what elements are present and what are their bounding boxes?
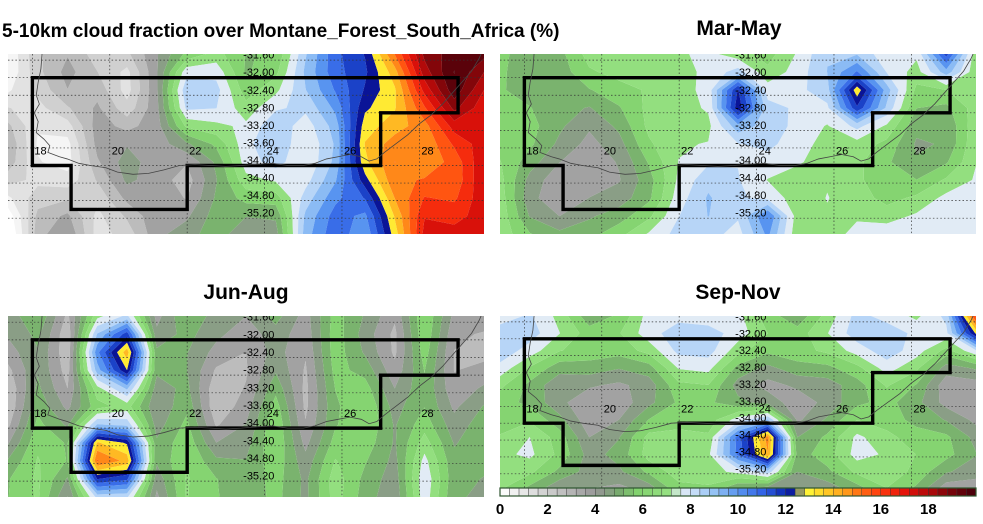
svg-text:18: 18 <box>34 408 46 420</box>
svg-text:28: 28 <box>421 146 433 158</box>
svg-text:22: 22 <box>681 404 693 416</box>
svg-text:20: 20 <box>112 146 124 158</box>
svg-text:-31.60: -31.60 <box>735 316 766 323</box>
svg-text:-35.20: -35.20 <box>735 463 766 475</box>
svg-text:8: 8 <box>686 501 694 518</box>
svg-text:-32.80: -32.80 <box>243 365 274 377</box>
svg-text:18: 18 <box>526 146 538 158</box>
svg-text:-33.60: -33.60 <box>243 137 274 149</box>
svg-text:16: 16 <box>872 501 889 518</box>
svg-text:-34.80: -34.80 <box>735 446 766 458</box>
svg-text:14: 14 <box>825 501 842 518</box>
svg-text:-33.60: -33.60 <box>243 400 274 412</box>
svg-text:-34.80: -34.80 <box>243 453 274 465</box>
svg-text:-33.60: -33.60 <box>735 137 766 149</box>
svg-text:2: 2 <box>543 501 551 518</box>
svg-text:0: 0 <box>496 501 504 518</box>
svg-text:-35.20: -35.20 <box>243 471 274 483</box>
svg-text:-32.40: -32.40 <box>735 345 766 357</box>
svg-text:-34.40: -34.40 <box>243 173 274 185</box>
svg-text:-31.60: -31.60 <box>243 316 274 324</box>
svg-text:-33.60: -33.60 <box>735 396 766 408</box>
svg-text:28: 28 <box>913 146 925 158</box>
svg-text:-32.80: -32.80 <box>735 362 766 374</box>
svg-text:10: 10 <box>730 501 747 518</box>
svg-text:-33.20: -33.20 <box>243 120 274 132</box>
svg-text:20: 20 <box>604 404 616 416</box>
svg-text:22: 22 <box>189 146 201 158</box>
svg-text:18: 18 <box>526 404 538 416</box>
svg-text:-34.80: -34.80 <box>243 190 274 202</box>
svg-text:-32.80: -32.80 <box>735 102 766 114</box>
svg-text:-33.20: -33.20 <box>735 120 766 132</box>
svg-text:4: 4 <box>591 501 600 518</box>
svg-text:-35.20: -35.20 <box>735 208 766 220</box>
svg-text:-35.20: -35.20 <box>243 208 274 220</box>
svg-text:6: 6 <box>639 501 647 518</box>
svg-text:-34.80: -34.80 <box>735 190 766 202</box>
svg-text:28: 28 <box>421 408 433 420</box>
svg-text:22: 22 <box>681 146 693 158</box>
svg-text:-33.20: -33.20 <box>735 379 766 391</box>
svg-text:22: 22 <box>189 408 201 420</box>
svg-text:-32.40: -32.40 <box>243 85 274 97</box>
svg-text:-32.80: -32.80 <box>243 102 274 114</box>
svg-text:-32.40: -32.40 <box>243 347 274 359</box>
svg-text:20: 20 <box>604 146 616 158</box>
svg-text:18: 18 <box>920 501 937 518</box>
svg-text:-32.40: -32.40 <box>735 85 766 97</box>
svg-text:-34.40: -34.40 <box>735 173 766 185</box>
svg-text:-33.20: -33.20 <box>243 382 274 394</box>
svg-text:12: 12 <box>777 501 794 518</box>
svg-text:-34.40: -34.40 <box>735 430 766 442</box>
svg-text:-31.60: -31.60 <box>735 54 766 62</box>
svg-text:28: 28 <box>913 404 925 416</box>
svg-text:20: 20 <box>112 408 124 420</box>
svg-text:18: 18 <box>34 146 46 158</box>
svg-text:-31.60: -31.60 <box>243 54 274 62</box>
svg-text:-34.40: -34.40 <box>243 435 274 447</box>
